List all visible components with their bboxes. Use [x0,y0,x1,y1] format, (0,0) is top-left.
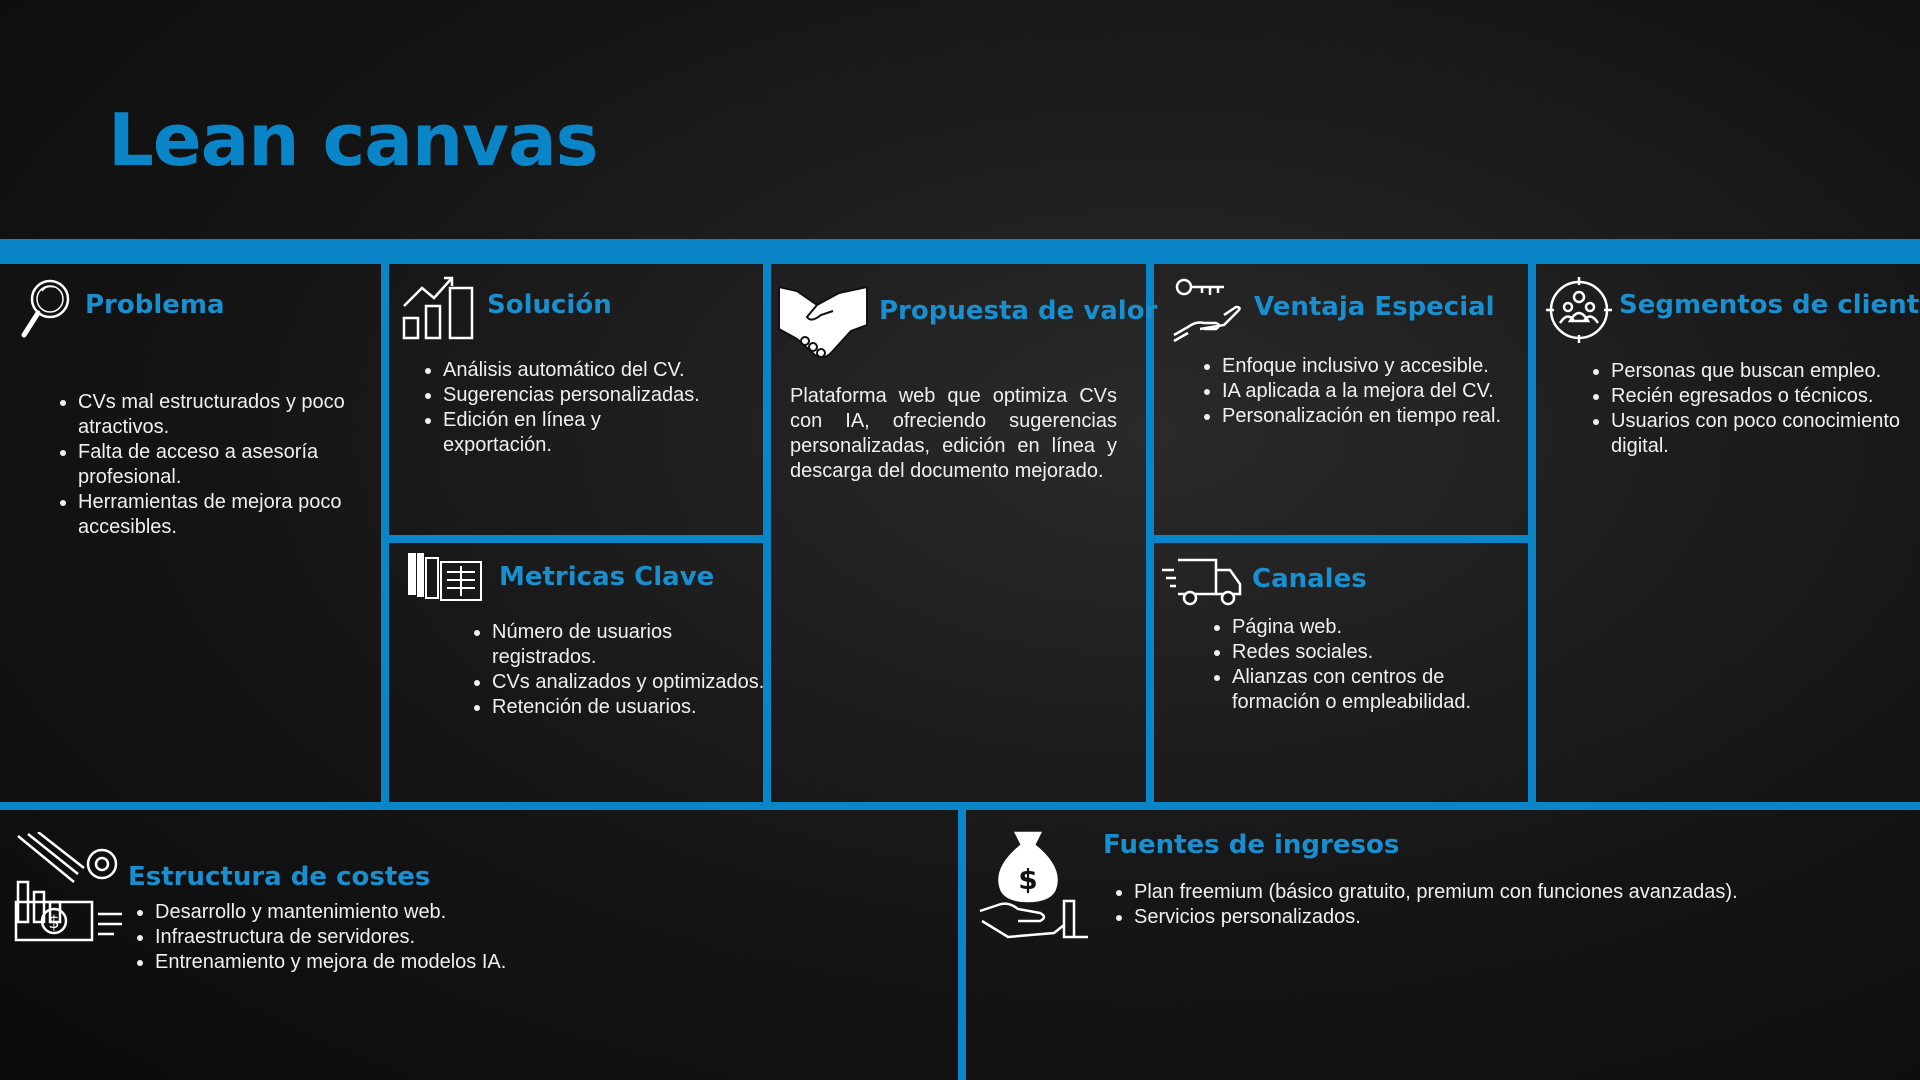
problema-heading: Problema [85,290,225,320]
list-item: Personalización en tiempo real. [1222,404,1512,429]
ingresos-list: Plan freemium (básico gratuito, premium … [1108,880,1914,930]
money-bag-hand-icon: $ [978,829,1090,943]
divider-ventaja-canales [1154,535,1528,543]
metricas-heading: Metricas Clave [499,562,715,592]
list-item: IA aplicada a la mejora del CV. [1222,379,1512,404]
costes-list: Desarrollo y mantenimiento web. Infraest… [129,900,655,975]
list-item: Falta de acceso a asesoría profesional. [78,440,348,490]
svg-text:$: $ [1018,863,1037,896]
segmentos-list: Personas que buscan empleo. Recién egres… [1585,359,1901,459]
list-item: Herramientas de mejora poco accesibles. [78,490,348,540]
list-item: Recién egresados o técnicos. [1611,384,1901,409]
documents-icon [407,552,483,602]
divider-2 [763,264,771,802]
svg-text:$: $ [48,912,59,933]
list-item: Redes sociales. [1232,640,1532,665]
list-item: Alianzas con centros de formación o empl… [1232,665,1532,715]
costes-heading: Estructura de costes [128,862,431,892]
bar-chart-up-icon [400,276,478,342]
solucion-heading: Solución [487,290,612,320]
divider-solucion-metricas [389,535,763,543]
list-item: Servicios personalizados. [1134,905,1914,930]
middle-divider [0,802,1920,810]
list-item: CVs mal estructurados y poco atractivos. [78,390,348,440]
list-item: Desarrollo y mantenimiento web. [155,900,655,925]
page-title: Lean canvas [108,98,599,182]
list-item: Infraestructura de servidores. [155,925,655,950]
list-item: Usuarios con poco conocimiento digital. [1611,409,1901,459]
divider-4 [1528,264,1536,802]
solucion-list: Análisis automático del CV. Sugerencias … [417,358,703,458]
divider-bottom [958,810,966,1080]
propuesta-text: Plataforma web que optimiza CVs con IA, … [790,385,1117,482]
hand-key-icon [1172,277,1242,343]
divider-1 [381,264,389,802]
canales-heading: Canales [1252,564,1367,594]
ventaja-heading: Ventaja Especial [1254,292,1495,322]
handshake-icon [777,283,869,365]
list-item: CVs analizados y optimizados. [492,670,782,695]
list-item: Número de usuarios registrados. [492,620,782,670]
list-item: Página web. [1232,615,1532,640]
list-item: Retención de usuarios. [492,695,782,720]
ingresos-heading: Fuentes de ingresos [1103,830,1400,860]
canales-list: Página web. Redes sociales. Alianzas con… [1206,615,1532,715]
top-divider [0,239,1920,264]
list-item: Plan freemium (básico gratuito, premium … [1134,880,1914,905]
metricas-list: Número de usuarios registrados. CVs anal… [466,620,782,720]
list-item: Entrenamiento y mejora de modelos IA. [155,950,655,975]
propuesta-heading: Propuesta de valor [879,296,1158,326]
divider-3 [1146,264,1154,802]
list-item: Sugerencias personalizadas. [443,383,703,408]
magnifier-icon [18,277,72,341]
target-people-icon [1546,277,1612,343]
segmentos-heading: Segmentos de clientes [1619,290,1920,320]
costs-chart-icon: $ [14,832,124,944]
list-item: Enfoque inclusivo y accesible. [1222,354,1512,379]
problema-list: CVs mal estructurados y poco atractivos.… [52,390,348,540]
list-item: Análisis automático del CV. [443,358,703,383]
list-item: Edición en línea y exportación. [443,408,703,458]
list-item: Personas que buscan empleo. [1611,359,1901,384]
delivery-truck-icon [1160,556,1242,608]
ventaja-list: Enfoque inclusivo y accesible. IA aplica… [1196,354,1512,429]
